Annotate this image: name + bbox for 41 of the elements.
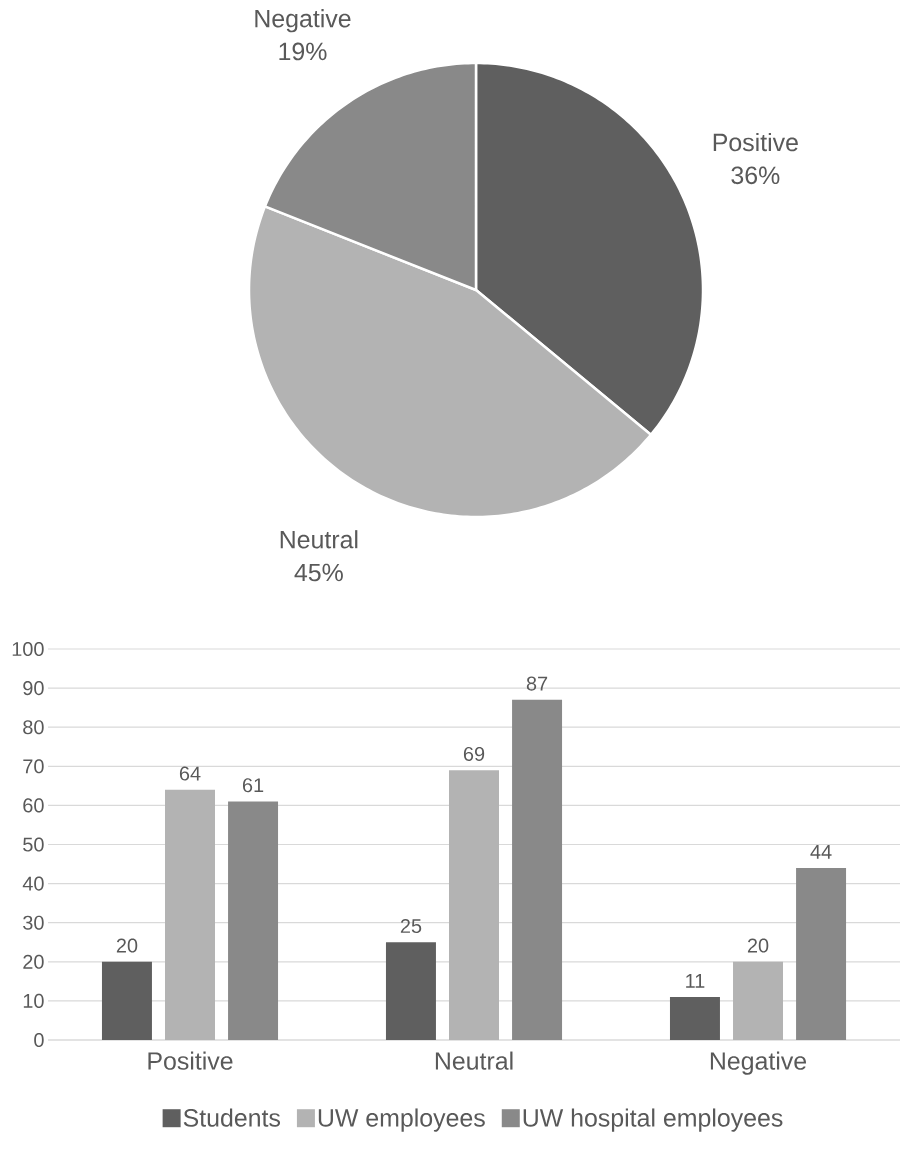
y-tick-label: 40 bbox=[22, 876, 44, 891]
bar bbox=[449, 770, 499, 1041]
y-tick-label: 10 bbox=[23, 993, 44, 1008]
y-tick-label: 30 bbox=[23, 915, 44, 930]
bar bbox=[796, 867, 847, 1041]
data-label: 61 bbox=[242, 778, 264, 793]
data-label: 20 bbox=[116, 938, 138, 953]
slice-label: Positive bbox=[713, 132, 798, 152]
x-tick-label: Negative bbox=[710, 1051, 807, 1075]
bar bbox=[669, 997, 720, 1041]
legend-label: UW employees bbox=[318, 1108, 485, 1132]
y-tick-label: 90 bbox=[23, 681, 44, 696]
slice-label: Neutral bbox=[280, 530, 358, 549]
bar bbox=[733, 961, 783, 1041]
y-tick-label: 50 bbox=[23, 837, 44, 852]
y-tick-label: 60 bbox=[23, 798, 44, 813]
data-label: 11 bbox=[686, 974, 705, 988]
data-label: 20 bbox=[747, 938, 769, 953]
legend-label: Students bbox=[183, 1108, 281, 1127]
slice-label: Negative bbox=[255, 9, 351, 33]
y-tick-label: 80 bbox=[23, 720, 44, 735]
x-tick-label: Positive bbox=[148, 1051, 233, 1070]
data-label: 87 bbox=[526, 676, 548, 691]
data-label: 45% bbox=[294, 563, 343, 582]
bar bbox=[385, 942, 436, 1041]
bar bbox=[101, 961, 152, 1041]
y-tick-label: 20 bbox=[23, 954, 44, 969]
x-tick-label: Neutral bbox=[435, 1051, 513, 1070]
data-label: 25 bbox=[400, 918, 422, 934]
data-label: 44 bbox=[810, 845, 832, 859]
data-label: 64 bbox=[179, 766, 201, 781]
data-label: 19% bbox=[279, 42, 327, 61]
bar bbox=[512, 699, 563, 1041]
data-label: 69 bbox=[463, 746, 485, 762]
bar bbox=[228, 801, 279, 1041]
y-tick-label: 0 bbox=[34, 1032, 44, 1048]
data-label: 36% bbox=[731, 166, 780, 185]
y-tick-label: 100 bbox=[12, 641, 44, 657]
bar bbox=[165, 789, 215, 1041]
legend-label: UW hospital employees bbox=[523, 1108, 783, 1132]
y-tick-label: 70 bbox=[23, 759, 44, 774]
